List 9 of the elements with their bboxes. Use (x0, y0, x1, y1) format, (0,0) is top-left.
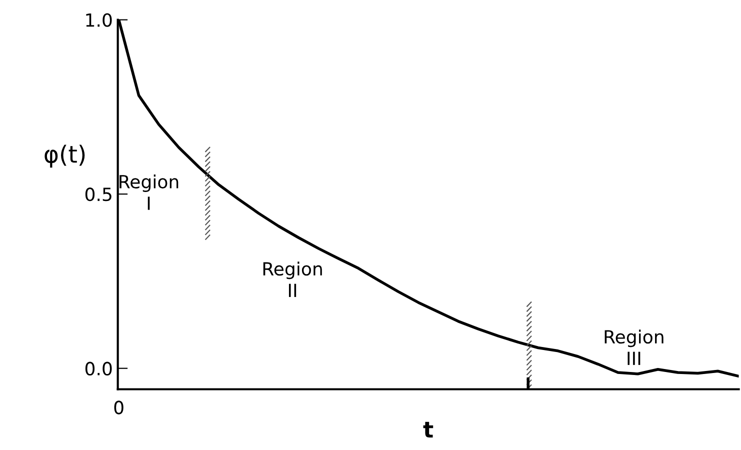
x-axis-title: t (423, 422, 434, 438)
annotation: Region II (263, 262, 322, 297)
x-tick-label: 0 (114, 400, 124, 414)
y-axis-title: φ(t) (44, 144, 85, 168)
y-tick-label: 0.5 (85, 188, 112, 202)
annotation: Region I (120, 174, 178, 210)
annotation: Region III (604, 330, 664, 365)
y-tick-label: 1.0 (86, 13, 112, 27)
y-tick-label: 0.0 (85, 362, 112, 376)
